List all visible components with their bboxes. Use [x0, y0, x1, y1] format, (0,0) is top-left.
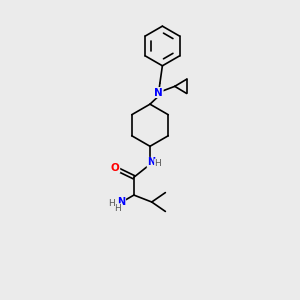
Text: N: N — [118, 197, 126, 207]
Text: H: H — [114, 204, 121, 213]
Text: O: O — [111, 163, 120, 173]
Text: H: H — [109, 199, 115, 208]
Text: N: N — [154, 88, 163, 98]
Text: H: H — [154, 159, 161, 168]
Text: N: N — [147, 158, 155, 167]
